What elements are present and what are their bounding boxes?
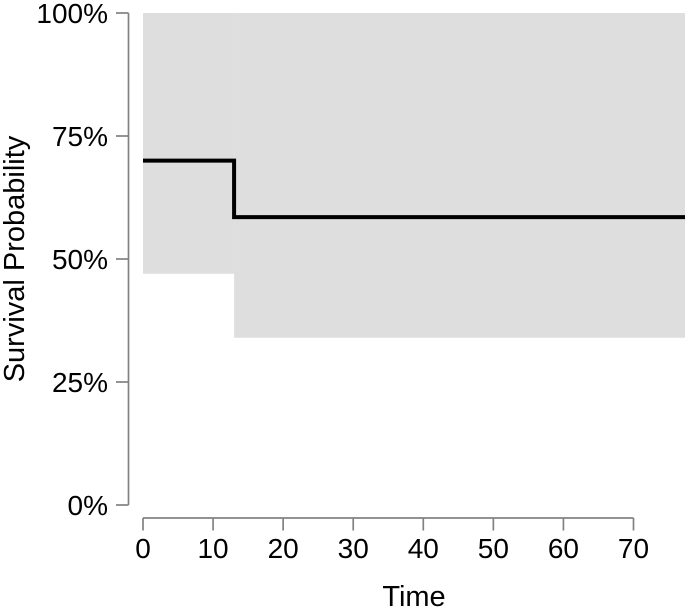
survival-line	[143, 158, 685, 220]
y-tick-label: 75%	[52, 121, 108, 152]
survival-step-curve	[143, 158, 685, 220]
axes	[116, 12, 635, 531]
x-tick-label: 0	[135, 533, 151, 564]
x-tick-label: 10	[197, 533, 228, 564]
x-tick-label: 20	[268, 533, 299, 564]
x-tick-label: 70	[618, 533, 649, 564]
y-tick-label: 0%	[68, 490, 108, 521]
y-axis-title: Survival Probability	[0, 135, 31, 382]
confidence-band-segment	[234, 13, 685, 338]
x-tick-label: 60	[548, 533, 579, 564]
confidence-band-segment	[143, 13, 235, 274]
y-tick-label: 50%	[52, 244, 108, 275]
tick-labels: 0% 25% 50% 75% 100% 0 10 20 30 40 50 60 70	[36, 0, 649, 564]
y-tick-label: 100%	[36, 0, 108, 29]
x-tick-label: 40	[408, 533, 439, 564]
y-tick-label: 25%	[52, 367, 108, 398]
x-tick-label: 50	[478, 533, 509, 564]
x-tick-label: 30	[338, 533, 369, 564]
confidence-band	[143, 13, 685, 338]
x-axis-title: Time	[382, 581, 445, 612]
